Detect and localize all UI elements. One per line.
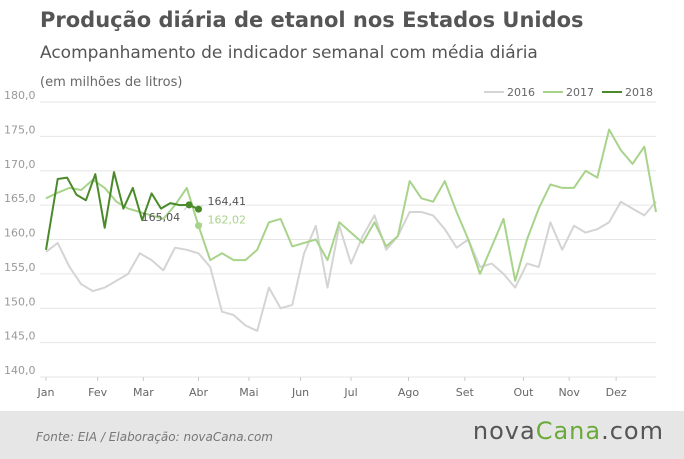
y-axis-unit: (em milhões de litros): [40, 75, 183, 90]
annotation-label: 165,04: [142, 211, 181, 224]
legend-label-2016: 2016: [507, 86, 535, 99]
x-tick-label: Out: [513, 386, 534, 399]
annotation-point-2018: [195, 205, 202, 213]
x-tick-label: Ago: [398, 386, 420, 399]
chart-title: Produção diária de etanol nos Estados Un…: [40, 8, 584, 32]
x-tick-label: Nov: [558, 386, 580, 399]
x-tick-label: Abr: [189, 386, 209, 399]
y-tick-label: 140,0: [4, 364, 36, 377]
x-tick-label: Dez: [606, 386, 627, 399]
chart-subtitle: Acompanhamento de indicador semanal com …: [40, 43, 538, 63]
source-note: Fonte: EIA / Elaboração: novaCana.com: [36, 430, 273, 444]
series-2016-line: [45, 200, 657, 332]
legend-label-2017: 2017: [566, 86, 594, 99]
y-tick-label: 155,0: [4, 261, 36, 274]
annotation-point-2018: [185, 201, 193, 209]
line-chart: 180,0 175,0 170,0 165,0 160,0 155,0 150,0 145,0…: [4, 86, 657, 399]
y-tick-label: 170,0: [4, 158, 36, 171]
series-2018-line: [45, 171, 199, 250]
y-tick-label: 165,0: [4, 192, 36, 205]
x-tick-label: Jan: [37, 386, 55, 399]
y-tick-label: 180,0: [4, 89, 36, 102]
y-tick-label: 150,0: [4, 295, 36, 308]
y-tick-label: 145,0: [4, 330, 36, 343]
x-tick-label: Mar: [133, 386, 154, 399]
annotation-label: 162,02: [208, 214, 247, 227]
novacana-logo: novaCana.com: [472, 417, 664, 445]
x-tick-label: Mai: [239, 386, 258, 399]
y-tick-label: 175,0: [4, 123, 36, 136]
x-tick-label: Jul: [343, 386, 357, 399]
footer: Fonte: EIA / Elaboração: novaCana.com no…: [0, 411, 684, 459]
annotation-point-2017: [195, 222, 202, 230]
legend-label-2018: 2018: [625, 86, 653, 99]
y-tick-label: 160,0: [4, 227, 36, 240]
annotation-label: 164,41: [208, 195, 247, 208]
series-2017-line: [45, 128, 657, 282]
x-tick-label: Fev: [88, 386, 107, 399]
x-tick-label: Jun: [291, 386, 309, 399]
x-tick-label: Set: [456, 386, 475, 399]
